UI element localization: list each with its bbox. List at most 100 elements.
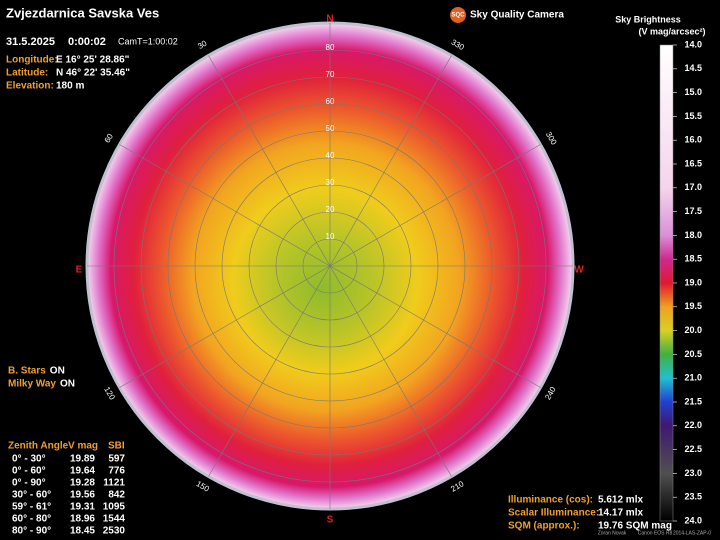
credit: Zoran Novak	[598, 530, 627, 536]
table-cell: 80° - 90°	[12, 526, 51, 537]
colorbar-tick-label: 20.5	[684, 349, 702, 359]
illuminance-value: 19.76 SQM mag	[598, 521, 672, 532]
illuminance-label: Scalar Illuminance:	[508, 508, 599, 519]
table-header: SBI	[108, 441, 125, 452]
table-cell: 776	[108, 466, 125, 477]
colorbar-tick-label: 17.0	[684, 182, 702, 192]
colorbar-tick-label: 22.0	[684, 420, 702, 430]
colorbar-tick-label: 16.0	[684, 135, 702, 145]
colorbar-unit: (V mag/arcsec²)	[638, 26, 705, 36]
table-cell: 1121	[103, 478, 125, 489]
colorbar-tick-label: 16.5	[684, 158, 702, 168]
table-cell: 597	[108, 454, 125, 465]
location-value: N 46° 22' 35.46"	[56, 68, 130, 79]
table-cell: 59° - 61°	[12, 502, 51, 513]
illuminance-value: 5.612 mlx	[598, 495, 643, 506]
table-header: Zenith Angle	[8, 441, 69, 452]
colorbar-tick-label: 17.5	[684, 206, 702, 216]
azimuth-spoke	[329, 144, 541, 267]
azimuth-label: 210	[449, 479, 466, 494]
table-cell: 1544	[103, 514, 126, 525]
compass-n: N	[326, 14, 333, 25]
table-cell: 19.64	[70, 466, 95, 477]
zenith-label: 40	[326, 151, 335, 160]
table-cell: 19.56	[70, 490, 95, 501]
zenith-label: 60	[326, 97, 335, 106]
location-value: E 16° 25' 28.86"	[56, 55, 130, 66]
table-header: V mag	[68, 441, 98, 452]
zenith-label: 50	[326, 124, 335, 133]
table-cell: 19.31	[70, 502, 95, 513]
table-cell: 0° - 90°	[12, 478, 46, 489]
colorbar-tick-label: 19.5	[684, 301, 702, 311]
zenith-label: 70	[326, 70, 335, 79]
colorbar-tick-label: 22.5	[684, 444, 702, 454]
title: Zvjezdarnica Savska Ves	[6, 5, 159, 20]
azimuth-spoke	[329, 265, 452, 477]
colorbar-tick-label: 14.5	[684, 63, 702, 73]
colorbar	[659, 44, 674, 522]
colorbar-tick-label: 23.5	[684, 492, 702, 502]
azimuth-label: 60	[103, 132, 116, 145]
location-label: Longitude:	[6, 55, 58, 66]
illuminance-value: 14.17 mlx	[598, 508, 643, 519]
compass-w: W	[574, 265, 584, 276]
table-cell: 18.45	[70, 526, 95, 537]
azimuth-spoke	[208, 265, 331, 477]
azimuth-label: 150	[195, 479, 212, 494]
logo-badge: SQC	[451, 13, 465, 19]
toggle-state: ON	[50, 366, 65, 377]
table-cell: 60° - 80°	[12, 514, 51, 525]
colorbar-title: Sky Brightness	[615, 14, 681, 24]
credit: 2014-LAS-ZAP-0	[673, 530, 711, 536]
cam-time: CamT=1:00:02	[118, 36, 178, 46]
date: 31.5.2025	[6, 36, 55, 48]
zenith-label: 20	[326, 205, 335, 214]
colorbar-tick-label: 24.0	[684, 515, 702, 525]
toggle-state: ON	[60, 379, 75, 390]
location-label: Latitude:	[6, 68, 48, 79]
colorbar-tick-label: 19.0	[684, 277, 702, 287]
location-label: Elevation:	[6, 81, 54, 92]
table-cell: 0° - 30°	[12, 454, 46, 465]
azimuth-spoke	[208, 55, 331, 267]
azimuth-label: 240	[543, 385, 558, 402]
table-cell: 30° - 60°	[12, 490, 51, 501]
table-cell: 18.96	[70, 514, 95, 525]
grid	[87, 23, 573, 509]
colorbar-tick-label: 15.0	[684, 87, 702, 97]
azimuth-spoke	[119, 144, 331, 267]
toggle-label: Milky Way	[8, 379, 56, 390]
colorbar-tick-label: 14.0	[684, 39, 702, 49]
azimuth-spoke	[119, 265, 331, 388]
colorbar-tick-label: 15.5	[684, 111, 702, 121]
azimuth-spoke	[329, 55, 452, 267]
table-cell: 842	[108, 490, 125, 501]
compass-s: S	[327, 515, 334, 526]
illuminance-label: SQM (approx.):	[508, 521, 580, 532]
credit: Canon EOS R8	[638, 530, 673, 536]
logo-text: Sky Quality Camera	[470, 10, 564, 21]
colorbar-tick-label: 20.0	[684, 325, 702, 335]
illuminance-label: Illuminance (cos):	[508, 495, 593, 506]
zenith-label: 30	[326, 178, 335, 187]
colorbar-tick-label: 21.5	[684, 396, 702, 406]
azimuth-label: 30	[196, 38, 209, 51]
colorbar-tick-label: 18.0	[684, 230, 702, 240]
zenith-label: 80	[326, 43, 335, 52]
time: 0:00:02	[68, 36, 106, 48]
table-cell: 1095	[103, 502, 126, 513]
colorbar-tick-label: 18.5	[684, 254, 702, 264]
azimuth-label: 330	[450, 38, 467, 53]
compass-e: E	[76, 265, 83, 276]
zenith-label: 10	[326, 232, 335, 241]
azimuth-label: 300	[544, 130, 559, 147]
azimuth-spoke	[329, 265, 541, 388]
table-cell: 19.89	[70, 454, 95, 465]
location-value: 180 m	[56, 81, 84, 92]
colorbar-tick-label: 23.0	[684, 468, 702, 478]
table-cell: 19.28	[70, 478, 95, 489]
colorbar-tick-label: 21.0	[684, 373, 702, 383]
